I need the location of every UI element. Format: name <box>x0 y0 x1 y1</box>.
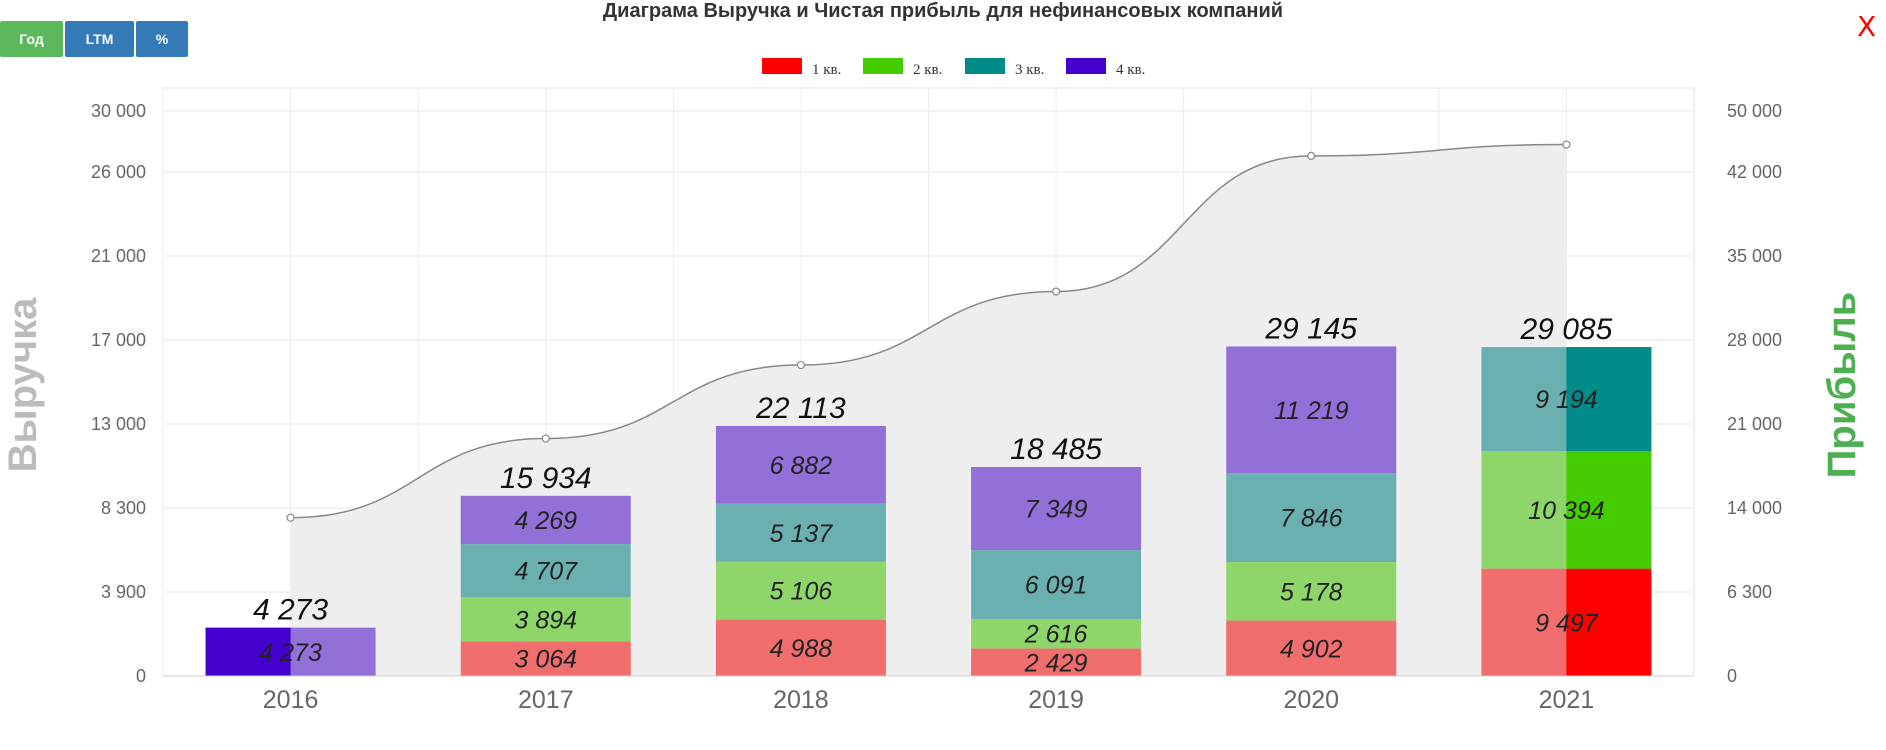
legend-label-q2: 2 кв. <box>913 62 942 78</box>
data-label: 4 902 <box>1280 635 1343 663</box>
y-axis-title: Выручка <box>1 297 45 472</box>
data-label: 4 269 <box>514 507 577 535</box>
y-tick-label: 13 000 <box>91 414 146 434</box>
y-tick-label: 21 000 <box>91 246 146 266</box>
y2-tick-label: 50 000 <box>1727 101 1782 121</box>
percent-button[interactable]: % <box>136 21 188 57</box>
bar-q3-2018 <box>715 503 886 562</box>
y2-tick-label: 14 000 <box>1727 498 1782 518</box>
data-label: 5 106 <box>770 578 833 606</box>
data-label: 9 194 <box>1535 386 1598 414</box>
y-tick-label: 17 000 <box>91 330 146 350</box>
bar-q4-2020 <box>1226 346 1397 474</box>
bar-q2-2020 <box>1226 562 1397 621</box>
legend-label-q4: 4 кв. <box>1116 62 1145 78</box>
y2-tick-label: 21 000 <box>1727 414 1782 434</box>
y-tick-label: 0 <box>136 666 146 686</box>
y2-tick-label: 6 300 <box>1727 582 1772 602</box>
total-label: 29 085 <box>1520 313 1613 346</box>
data-label: 5 137 <box>770 520 834 548</box>
bar-q2-2018 <box>715 561 886 620</box>
y-tick-label: 3 900 <box>101 582 146 602</box>
total-label: 15 934 <box>500 462 592 495</box>
data-label: 7 349 <box>1025 496 1088 524</box>
data-label: 2 429 <box>1024 649 1088 677</box>
bar-highlight-q2-2021 <box>1566 451 1652 569</box>
bar-highlight-q3-2021 <box>1566 347 1652 452</box>
total-label: 4 273 <box>253 594 328 627</box>
x-tick-label: 2018 <box>773 686 829 714</box>
y2-tick-label: 42 000 <box>1727 162 1782 182</box>
data-label: 10 394 <box>1528 497 1604 525</box>
x-tick-label: 2019 <box>1028 686 1084 714</box>
data-label: 3 064 <box>514 646 577 674</box>
y-tick-label: 30 000 <box>91 101 146 121</box>
period-toolbar: Год LTM % <box>0 21 190 57</box>
x-tick-label: 2021 <box>1539 686 1595 714</box>
data-label: 5 178 <box>1280 578 1343 606</box>
x-tick-label: 2020 <box>1283 686 1339 714</box>
bar-q1-2017 <box>460 641 631 676</box>
data-label: 6 091 <box>1025 572 1088 600</box>
y2-tick-label: 0 <box>1727 666 1737 686</box>
total-label: 22 113 <box>755 392 846 425</box>
ltm-button[interactable]: LTM <box>65 21 134 57</box>
bar-q3-2017 <box>460 544 631 598</box>
data-label: 9 497 <box>1535 609 1599 637</box>
bar-q2-2017 <box>460 597 631 642</box>
profit-point <box>1051 287 1061 296</box>
data-label: 4 707 <box>514 558 578 586</box>
profit-line <box>290 143 1567 519</box>
y2-tick-label: 35 000 <box>1727 246 1782 266</box>
x-tick-label: 2017 <box>518 686 574 714</box>
y-tick-label: 8 300 <box>101 498 146 518</box>
y-tick-label: 26 000 <box>91 162 146 182</box>
bar-q1-2020 <box>1226 620 1397 676</box>
profit-point <box>1307 151 1316 160</box>
data-label: 11 219 <box>1274 397 1349 425</box>
bar-q4-2017 <box>460 495 631 545</box>
data-label: 6 882 <box>770 452 833 480</box>
data-label: 4 273 <box>259 639 322 667</box>
bar-q4-2019 <box>971 466 1142 551</box>
data-label: 2 616 <box>1024 621 1088 649</box>
total-label: 29 145 <box>1264 312 1357 345</box>
y2-tick-label: 28 000 <box>1727 330 1782 350</box>
profit-point <box>541 434 550 443</box>
profit-point <box>796 360 806 370</box>
legend-swatch-q4 <box>1066 58 1106 74</box>
bar-q3-2019 <box>971 550 1142 619</box>
total-label: 18 485 <box>1010 433 1102 466</box>
bar-q4-2018 <box>715 425 886 504</box>
profit-point <box>286 513 295 522</box>
chart-title: Диаграма Выручка и Чистая прибыль для не… <box>603 0 1283 22</box>
close-icon[interactable]: X <box>1857 10 1877 43</box>
legend-label-q3: 3 кв. <box>1015 62 1044 78</box>
legend-swatch-q2 <box>863 58 903 74</box>
bar-q1-2019 <box>971 648 1142 676</box>
data-label: 4 988 <box>770 635 833 663</box>
bar-q2-2019 <box>971 618 1142 649</box>
data-label: 3 894 <box>514 606 577 634</box>
bar-q3-2020 <box>1226 473 1397 563</box>
bar-highlight-q1-2021 <box>1566 568 1652 676</box>
legend-label-q1: 1 кв. <box>812 62 841 78</box>
x-tick-label: 2016 <box>263 686 319 714</box>
year-button[interactable]: Год <box>0 21 63 57</box>
bar-highlight-q4-2016 <box>205 627 291 676</box>
legend-swatch-q3 <box>965 58 1005 74</box>
data-label: 7 846 <box>1280 505 1343 533</box>
bar-q1-2018 <box>715 619 886 676</box>
y2-axis-title: Прибыль <box>1820 292 1864 479</box>
profit-point <box>1562 140 1571 149</box>
legend-swatch-q1 <box>762 58 802 74</box>
